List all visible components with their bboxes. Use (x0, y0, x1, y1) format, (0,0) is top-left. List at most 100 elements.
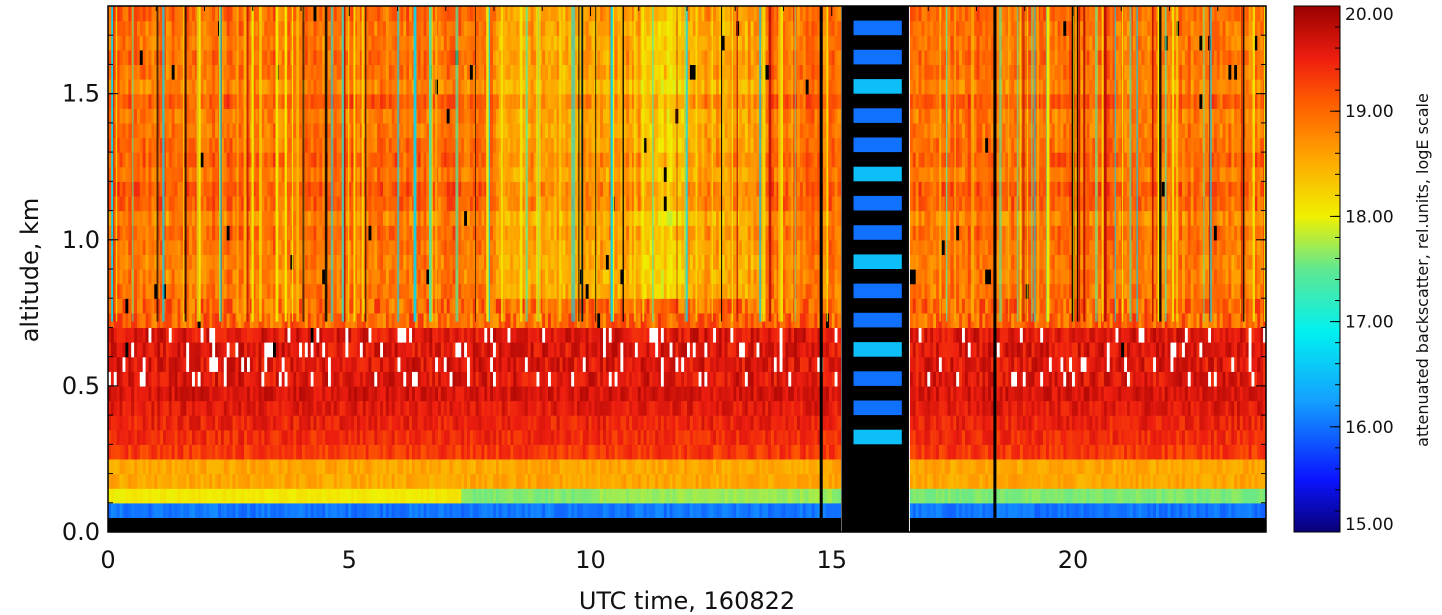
heatmap-cell (692, 502, 697, 518)
heatmap-cell (947, 488, 952, 504)
heatmap-cell (768, 385, 772, 402)
heatmap-cell (608, 444, 613, 460)
heatmap-cell (976, 429, 980, 445)
heatmap-cell (909, 342, 914, 358)
heatmap-cell (663, 517, 668, 532)
heatmap-cell (354, 502, 358, 518)
heatmap-cell (487, 342, 491, 358)
heatmap-cell (1138, 342, 1143, 358)
heatmap-cell (614, 502, 619, 518)
heatmap-cell (1263, 342, 1266, 358)
heatmap-cell (1022, 502, 1027, 518)
heatmap-cell (189, 458, 193, 475)
heatmap-cell (730, 473, 734, 489)
heatmap-cell (1077, 371, 1082, 387)
heatmap-cell (310, 327, 315, 343)
heatmap-cell (944, 400, 949, 416)
heatmap-cell (108, 385, 112, 402)
heatmap-cell (811, 415, 815, 431)
heatmap-cell (814, 356, 818, 372)
heatmap-cell (921, 415, 925, 431)
heatmap-cell (362, 502, 367, 518)
heatmap-cell (799, 342, 804, 358)
heatmap-cell (1135, 342, 1140, 358)
heatmap-cell (142, 473, 147, 489)
heatmap-cell (687, 400, 691, 416)
heatmap-cell (1141, 400, 1145, 416)
heatmap-cell (186, 385, 190, 402)
heatmap-cell (643, 444, 648, 460)
heatmap-cell (837, 356, 841, 372)
heatmap-cell (247, 400, 251, 416)
heatmap-cell (180, 385, 184, 402)
heatmap-cell (1182, 444, 1186, 460)
heatmap-cell (912, 517, 917, 532)
heatmap-cell (504, 502, 509, 518)
heatmap-cell (1147, 517, 1151, 532)
heatmap-cell (365, 371, 370, 387)
heatmap-cell (377, 444, 381, 460)
heatmap-cell (646, 342, 650, 358)
heatmap-cell (759, 517, 763, 532)
heatmap-cell (414, 371, 419, 387)
heatmap-cell (507, 415, 511, 431)
heatmap-cell (244, 415, 248, 431)
heatmap-cell (941, 385, 946, 402)
heatmap-cell (744, 356, 749, 372)
heatmap-cell (909, 502, 914, 518)
heatmap-cell (1103, 502, 1108, 518)
heatmap-cell (924, 385, 928, 402)
heatmap-cell (692, 415, 697, 431)
heatmap-cell (805, 415, 810, 431)
heatmap-cell (275, 488, 280, 504)
heatmap-cell (368, 415, 372, 431)
heatmap-cell (1129, 342, 1134, 358)
heatmap-cell (718, 415, 723, 431)
heatmap-cell (814, 371, 818, 387)
heatmap-cell (817, 488, 821, 504)
heatmap-cell (742, 356, 746, 372)
heatmap-cell (1245, 458, 1250, 475)
heatmap-cell (108, 429, 112, 445)
heatmap-cell (623, 371, 627, 387)
heatmap-cell (1066, 517, 1070, 532)
heatmap-cell (177, 415, 181, 431)
heatmap-cell (1124, 473, 1128, 489)
heatmap-cell (1260, 342, 1264, 358)
heatmap-cell (605, 517, 610, 532)
heatmap-cell (209, 429, 213, 445)
heatmap-cell (452, 488, 456, 504)
heatmap-cell (151, 385, 155, 402)
heatmap-cell (771, 400, 775, 416)
heatmap-cell (440, 444, 445, 460)
heatmap-cell (1098, 400, 1102, 416)
heatmap-cell (380, 400, 384, 416)
heatmap-cell (1121, 488, 1125, 504)
heatmap-cell (823, 371, 827, 387)
heatmap-cell (678, 517, 682, 532)
heatmap-cell (988, 415, 992, 431)
heatmap-cell (747, 444, 752, 460)
heatmap-cell (999, 385, 1004, 402)
heatmap-cell (1161, 517, 1166, 532)
heatmap-cell (938, 473, 943, 489)
heatmap-cell (220, 342, 225, 358)
heatmap-cell (988, 502, 992, 518)
heatmap-cell (548, 444, 552, 460)
heatmap-cell (151, 429, 155, 445)
heatmap-cell (200, 517, 205, 532)
heatmap-cell (718, 517, 723, 532)
heatmap-cell (432, 415, 436, 431)
heatmap-cell (1115, 356, 1119, 372)
heatmap-cell (571, 458, 575, 475)
heatmap-cell (716, 356, 720, 372)
heatmap-cell (1121, 385, 1125, 402)
heatmap-cell (261, 385, 265, 402)
heatmap-cell (304, 342, 309, 358)
heatmap-cell (1017, 473, 1021, 489)
heatmap-cell (108, 327, 112, 343)
heatmap-cell (704, 371, 708, 387)
heatmap-cell (1019, 385, 1024, 402)
heatmap-cell (139, 458, 144, 475)
heatmap-cell (649, 458, 653, 475)
